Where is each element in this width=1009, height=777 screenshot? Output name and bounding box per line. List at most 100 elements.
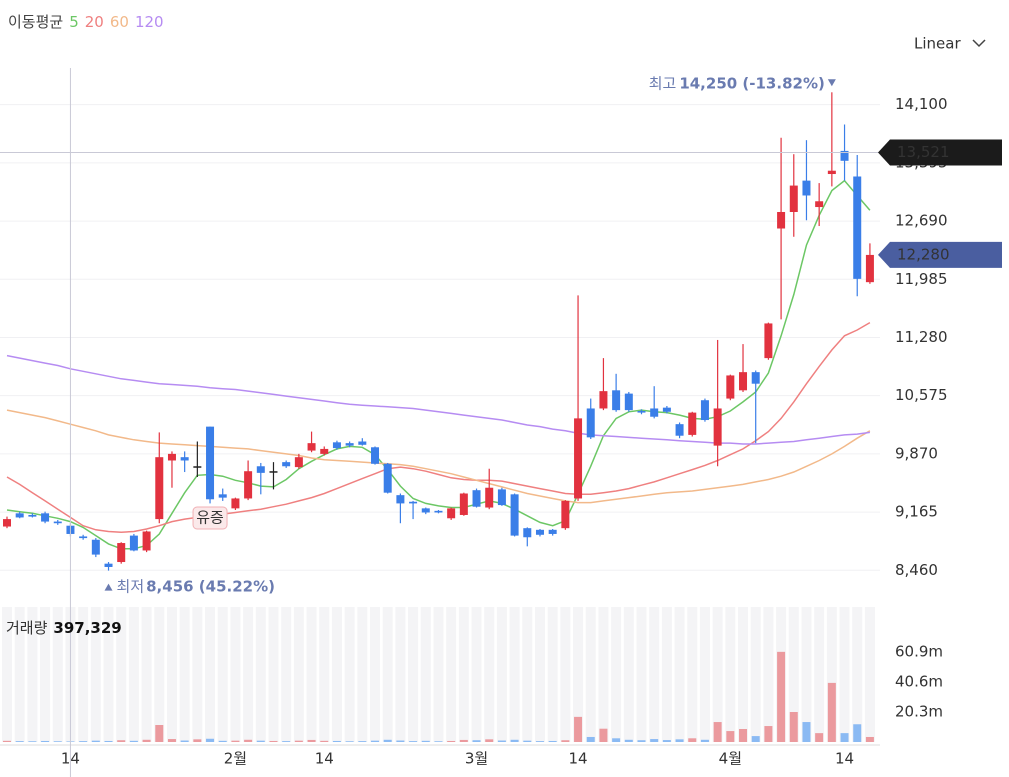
volume-bg (839, 607, 850, 742)
candle-body (510, 494, 519, 536)
volume-bar (269, 740, 278, 742)
volume-bar (320, 740, 329, 742)
volume-bar (218, 740, 227, 742)
y-tick-label: 11,280 (895, 328, 948, 346)
volume-bar (91, 740, 100, 742)
volume-bar (294, 740, 303, 742)
volume-bar (79, 741, 88, 742)
volume-bg (611, 607, 622, 742)
scale-chevron[interactable] (972, 39, 986, 48)
ma-line (6, 321, 871, 534)
candle-body (167, 453, 176, 461)
candle-body (218, 494, 227, 498)
candle-body (815, 201, 824, 208)
volume-bg (547, 607, 558, 742)
volume-bg (623, 607, 634, 742)
volume-bar (447, 740, 456, 742)
candle-body (739, 372, 748, 391)
volume-bg (712, 607, 723, 742)
high-text: 최고 (649, 74, 677, 92)
ma-line (6, 409, 871, 504)
volume-bar (612, 738, 621, 742)
candle-body (586, 408, 595, 438)
x-tick-label: 2월 (224, 750, 247, 768)
candle-body (409, 501, 418, 504)
volume-bg (78, 607, 89, 742)
volume-bar (650, 739, 659, 742)
volume-bg (103, 607, 114, 742)
legend-entry: 120 (135, 13, 164, 31)
volume-bar (53, 741, 62, 742)
candle-body (662, 407, 671, 412)
x-tick-label: 14 (315, 750, 334, 768)
candle-body (612, 390, 621, 411)
volume-bg (116, 607, 127, 742)
volume-bar (865, 736, 874, 742)
volume-bg (674, 607, 685, 742)
candle-body (751, 372, 760, 384)
volume-bar (827, 682, 836, 742)
candle-body (155, 457, 164, 520)
volume-bg (319, 607, 330, 742)
volume-bar (751, 736, 760, 742)
x-tick-label: 14 (569, 750, 588, 768)
candle-body (802, 180, 811, 196)
volume-bg (750, 607, 761, 742)
candle-body (180, 457, 189, 461)
volume-bg (179, 607, 190, 742)
candle-body (497, 489, 506, 506)
candle-body (472, 490, 481, 507)
volume-bg (382, 607, 393, 742)
volume-bg (52, 607, 63, 742)
candle-body (865, 254, 874, 283)
volume-bar (574, 716, 583, 742)
volume-bg (357, 607, 368, 742)
volume-bg (230, 607, 241, 742)
candle-body (726, 375, 735, 399)
volume-bg (370, 607, 381, 742)
volume-bar (802, 722, 811, 742)
volume-bg (90, 607, 101, 742)
volume-bar (129, 740, 138, 742)
volume-bg (408, 607, 419, 742)
volume-bar (713, 722, 722, 742)
volume-bg (534, 607, 545, 742)
volume-bg (154, 607, 165, 742)
volume-bg (573, 607, 584, 742)
volume-bg (471, 607, 482, 742)
volume-bar (789, 712, 798, 742)
volume-bar (548, 740, 557, 742)
candle-body (624, 393, 633, 411)
volume-bg (725, 607, 736, 742)
ma-line (6, 354, 870, 445)
candle-body (193, 466, 202, 468)
legend-entry: 20 (85, 13, 104, 31)
volume-bar (332, 740, 341, 742)
candle-body (599, 391, 608, 409)
volume-bar (561, 740, 570, 742)
volume-bg (598, 607, 609, 742)
volume-bar (662, 740, 671, 742)
scale-mode[interactable]: Linear (914, 35, 961, 53)
volume-bg (141, 607, 152, 742)
volume-bg (699, 607, 710, 742)
volume-bg (788, 607, 799, 742)
volume-tick-label: 60.9m (895, 643, 943, 661)
candle-body (650, 408, 659, 417)
y-tick-label: 10,575 (895, 386, 948, 404)
volume-bar (3, 740, 11, 742)
volume-bar (193, 739, 202, 742)
volume-bg (484, 607, 495, 742)
candle-body (41, 513, 50, 522)
high-label: 14,250 (-13.82%) (679, 74, 825, 92)
volume-bg (166, 607, 177, 742)
volume-bar (282, 741, 291, 742)
volume-bar (459, 739, 468, 742)
candle-body (53, 521, 62, 524)
x-tick-label: 3월 (465, 750, 488, 768)
candle-body (79, 536, 88, 539)
candle-body (535, 529, 544, 535)
candle-body (827, 170, 836, 175)
candle-body (548, 529, 557, 534)
candle-body (434, 510, 443, 513)
